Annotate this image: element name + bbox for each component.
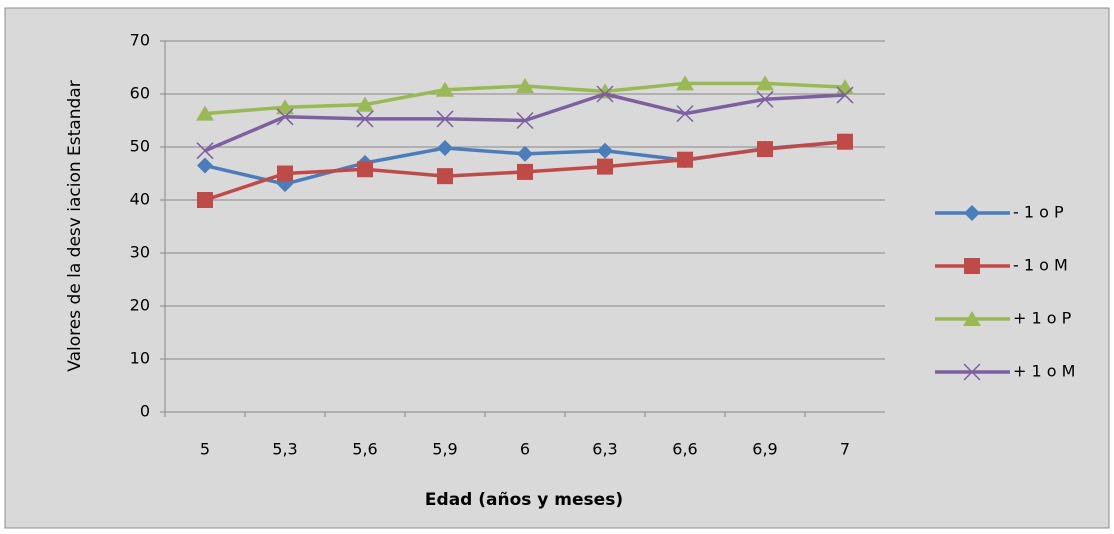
- marker: [436, 81, 454, 97]
- x-tick-label: 5,6: [352, 440, 377, 459]
- marker: [676, 105, 694, 123]
- x-tick-label: 6,9: [752, 440, 777, 459]
- marker: [197, 192, 213, 208]
- marker: [276, 108, 294, 126]
- marker: [357, 161, 373, 178]
- x-tick-label: 6: [520, 440, 530, 459]
- y-tick-label: 20: [130, 296, 150, 315]
- x-axis-title: Edad (años y meses): [425, 490, 623, 510]
- marker: [356, 110, 374, 128]
- legend-label: - 1 o P: [1013, 203, 1064, 222]
- marker: [356, 96, 374, 112]
- marker: [756, 75, 774, 91]
- marker: [196, 105, 214, 121]
- marker: [836, 86, 854, 104]
- y-axis-title: Valores de la desv iacion Estandar: [65, 80, 85, 371]
- marker: [963, 363, 981, 381]
- marker: [963, 311, 981, 326]
- x-tick-label: 5: [200, 440, 210, 459]
- x-tick-label: 6,3: [592, 440, 617, 459]
- marker: [436, 110, 454, 128]
- marker: [837, 133, 853, 150]
- marker: [964, 258, 980, 274]
- y-tick-label: 40: [130, 190, 150, 209]
- marker: [596, 85, 614, 103]
- marker: [757, 141, 773, 158]
- marker: [597, 158, 613, 175]
- marker: [437, 168, 453, 185]
- marker: [677, 151, 693, 168]
- x-tick-label: 5,3: [272, 440, 297, 459]
- y-tick-label: 50: [130, 137, 150, 156]
- marker: [516, 111, 534, 130]
- legend-label: + 1 o P: [1013, 309, 1072, 328]
- marker: [196, 142, 214, 160]
- legend-label: - 1 o M: [1013, 256, 1068, 275]
- marker: [516, 78, 534, 94]
- x-tick-label: 5,9: [432, 440, 457, 459]
- y-tick-label: 60: [130, 84, 150, 103]
- chart-frame: [4, 7, 1110, 529]
- marker: [197, 157, 213, 174]
- marker: [517, 163, 533, 180]
- y-tick-label: 70: [130, 31, 150, 50]
- marker: [597, 142, 613, 159]
- marker: [517, 145, 533, 162]
- marker: [277, 165, 293, 182]
- marker: [437, 140, 453, 157]
- marker: [756, 90, 774, 108]
- y-tick-label: 0: [140, 402, 150, 421]
- x-tick-label: 7: [840, 440, 850, 459]
- y-tick-label: 10: [130, 349, 150, 368]
- legend-label: + 1 o M: [1013, 362, 1075, 381]
- marker: [676, 75, 694, 91]
- marker: [276, 99, 294, 115]
- marker: [964, 205, 980, 221]
- y-tick-label: 30: [130, 243, 150, 262]
- x-tick-label: 6,6: [672, 440, 697, 459]
